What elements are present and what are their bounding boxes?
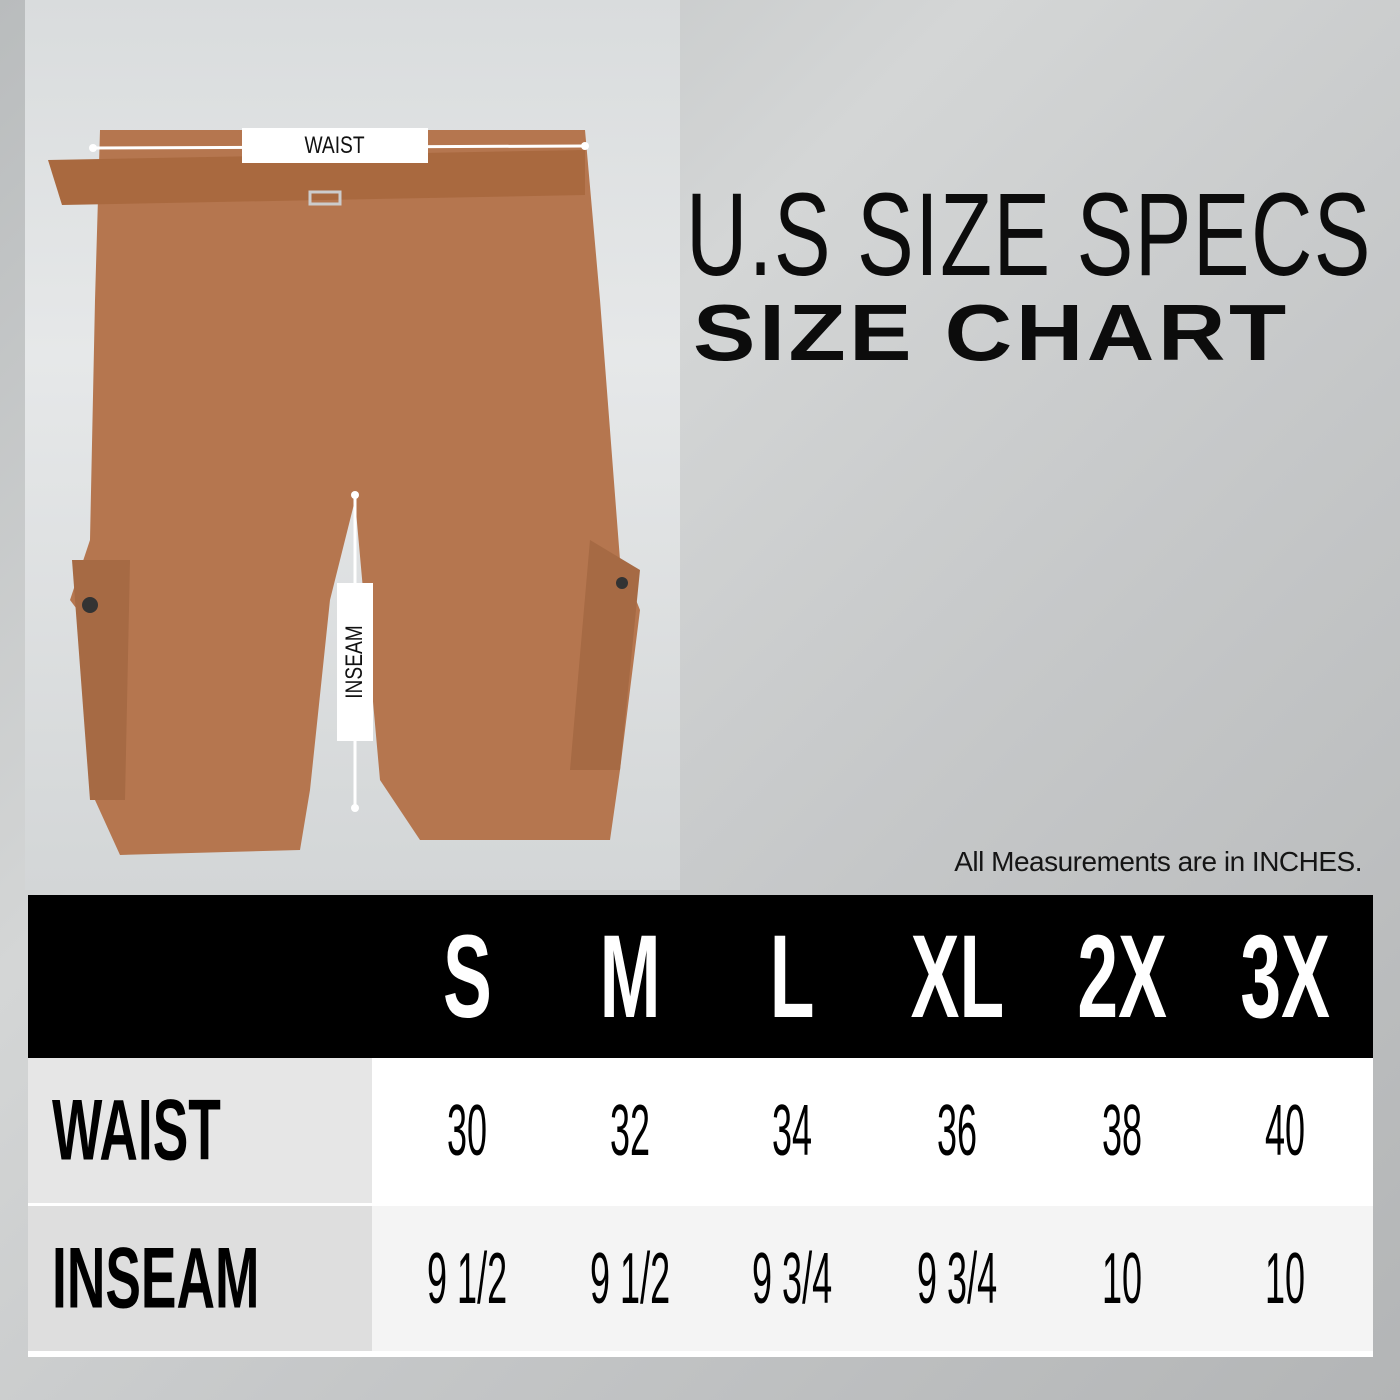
- size-m: M: [599, 910, 661, 1043]
- inseam-2x: 10: [1101, 1238, 1143, 1319]
- size-2x: 2X: [1077, 910, 1167, 1043]
- inseam-xl: 9 3/4: [916, 1238, 998, 1319]
- waist-l: 34: [771, 1090, 813, 1171]
- waist-m: 32: [609, 1090, 651, 1171]
- size-header-row: S M L XL 2X 3X: [28, 895, 1373, 1058]
- waist-measure-label: WAIST: [242, 128, 428, 163]
- waist-row: WAIST 30 32 34 36 38 40: [28, 1058, 1373, 1203]
- inseam-m: 9 1/2: [589, 1238, 671, 1319]
- waist-xl: 36: [936, 1090, 978, 1171]
- waist-2x: 38: [1101, 1090, 1143, 1171]
- inseam-measure-label: INSEAM: [337, 583, 373, 741]
- inseam-3x: 10: [1264, 1238, 1306, 1319]
- waist-3x: 40: [1264, 1090, 1306, 1171]
- title-us-size-specs: U.S SIZE SPECS: [686, 169, 1372, 301]
- size-3x: 3X: [1240, 910, 1330, 1043]
- inseam-row-label: INSEAM: [28, 1206, 372, 1351]
- cargo-shorts-illustration: [48, 130, 640, 855]
- inseam-row: INSEAM 9 1/2 9 1/2 9 3/4 9 3/4 10 10: [28, 1203, 1373, 1357]
- belt-buckle: [308, 190, 342, 206]
- size-table: S M L XL 2X 3X WAIST 30 32 34 36 38 40 I…: [28, 895, 1373, 1357]
- size-s: S: [442, 910, 492, 1043]
- title-size-chart: SIZE CHART: [693, 288, 1290, 377]
- measurement-note: All Measurements are in INCHES.: [954, 846, 1362, 877]
- size-xl: XL: [910, 910, 1004, 1043]
- waist-row-label: WAIST: [28, 1058, 372, 1203]
- size-l: L: [769, 910, 815, 1043]
- inseam-s: 9 1/2: [426, 1238, 508, 1319]
- inseam-l: 9 3/4: [751, 1238, 833, 1319]
- waist-s: 30: [446, 1090, 488, 1171]
- belt: [48, 150, 585, 205]
